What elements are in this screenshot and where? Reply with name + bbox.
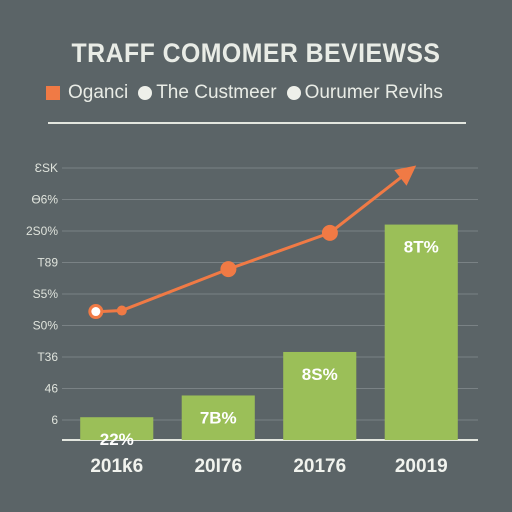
legend: Oganci The Custmeer Ourumer Revihs	[46, 80, 486, 106]
y-tick-label: 6	[51, 413, 58, 427]
bar-value-label: 22%	[100, 430, 134, 449]
x-tick-label: 20Ɩ76	[194, 456, 242, 477]
y-tick-label: S0%	[33, 319, 59, 333]
legend-dot-swatch	[138, 86, 153, 100]
y-tick-label: T89	[37, 256, 58, 270]
y-tick-label: 2S0%	[26, 224, 58, 238]
trend-start-marker	[88, 304, 104, 320]
trend-line	[121, 172, 407, 312]
trend-point	[321, 224, 338, 241]
bar	[384, 224, 458, 440]
legend-label: The Custmeer	[156, 82, 277, 103]
bar-value-label: 8T%	[404, 238, 439, 257]
legend-square-swatch	[46, 86, 60, 100]
y-tick-label: S5%	[33, 287, 59, 301]
trend-point	[220, 261, 237, 278]
y-tick-label: Ɵ6%	[31, 193, 58, 207]
legend-label: Oganci	[68, 82, 129, 103]
x-tick-label: 201ƙ6	[90, 456, 143, 477]
trend-arrowhead	[394, 165, 417, 186]
bar	[181, 395, 255, 440]
x-tick-label: 20019	[395, 456, 448, 477]
bar-value-label: 8S%	[302, 365, 338, 384]
legend-label: Ourumer Revihs	[304, 82, 443, 103]
legend-item-customer: The Custmeer	[138, 82, 277, 104]
y-tick-label: 46	[45, 382, 59, 396]
bar	[283, 351, 357, 440]
y-tick-label: ƐSK	[35, 161, 58, 175]
y-tick-label: T36	[37, 350, 58, 364]
x-tick-label: 20176	[293, 456, 346, 477]
bar	[80, 417, 154, 440]
chart-title: TRAFF COMOMER BEVIEWSS	[71, 38, 441, 68]
legend-dot-swatch	[286, 86, 301, 100]
trend-point	[116, 305, 127, 316]
legend-divider	[48, 122, 466, 124]
bar-value-label: 7B%	[200, 408, 237, 427]
legend-item-reviews: Ourumer Revihs	[286, 82, 443, 104]
legend-item-organic: Oganci	[46, 82, 128, 104]
